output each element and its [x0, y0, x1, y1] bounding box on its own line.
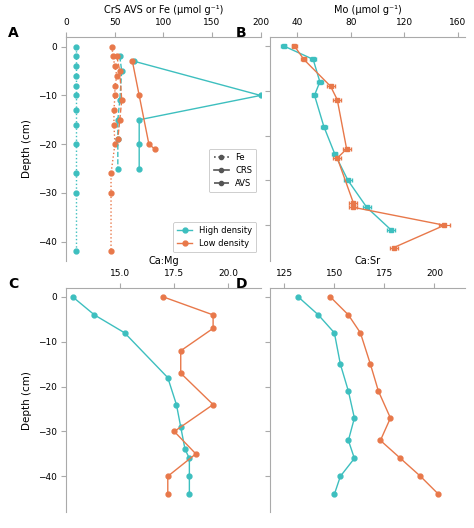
X-axis label: CrS AVS or Fe (μmol g⁻¹): CrS AVS or Fe (μmol g⁻¹) [104, 5, 223, 15]
Y-axis label: Depth (cm): Depth (cm) [22, 120, 32, 178]
Text: B: B [235, 26, 246, 40]
X-axis label: Ca:Sr: Ca:Sr [355, 256, 381, 266]
X-axis label: Mo (μmol g⁻¹): Mo (μmol g⁻¹) [334, 5, 401, 15]
X-axis label: Ca:Mg: Ca:Mg [148, 256, 179, 266]
Y-axis label: Depth (cm): Depth (cm) [22, 371, 32, 429]
Legend: High density, Low density: High density, Low density [173, 222, 256, 252]
Text: C: C [8, 277, 18, 291]
Text: D: D [235, 277, 247, 291]
Text: A: A [8, 26, 19, 40]
